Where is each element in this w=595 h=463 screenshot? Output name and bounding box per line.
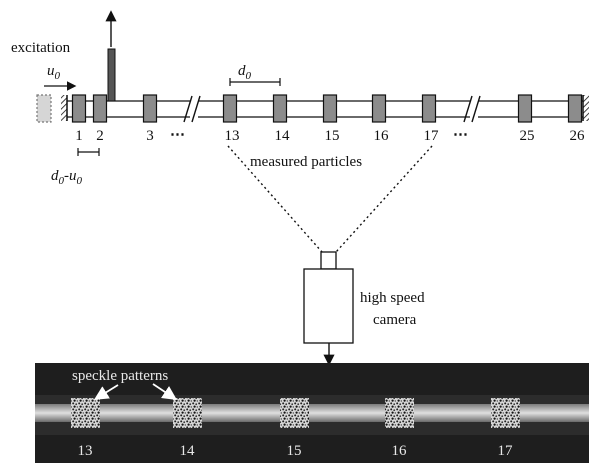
photo-particle-label-13: 13 [78, 443, 93, 459]
speckle-arrow-right [152, 383, 177, 400]
photo-particle-label-15: 15 [287, 443, 302, 459]
particles: 1 2 3 13 14 15 16 17 25 26 [71, 94, 586, 144]
right-wall [583, 95, 589, 121]
speckle-arrow-left [93, 384, 119, 400]
u0-label: u0 [47, 63, 61, 82]
camera-label-line2: camera [373, 312, 417, 328]
photo-particle-13 [71, 398, 100, 428]
d0-u0-bracket [77, 148, 100, 156]
d0-label: d0 [238, 63, 252, 82]
particle-16 [371, 94, 387, 123]
particle-1 [71, 94, 87, 123]
camera-lens [320, 251, 337, 270]
ellipsis-right: ⋯ [453, 127, 468, 143]
left-wall [61, 95, 67, 121]
particle-label-2: 2 [96, 128, 104, 144]
photo-particle-14 [173, 398, 202, 428]
break-mark-1 [183, 95, 201, 123]
photo-particle-16 [385, 398, 414, 428]
particle-15 [322, 94, 338, 123]
measured-dotted-left [227, 145, 323, 253]
camera-body [303, 268, 354, 344]
photo-particle-label-16: 16 [392, 443, 408, 459]
photo-particle-label-17: 17 [498, 443, 514, 459]
particle-17 [421, 94, 437, 123]
particle-13 [222, 94, 238, 123]
photo-particle-15 [280, 398, 309, 428]
particle-label-25: 25 [520, 128, 535, 144]
measured-particles-label: measured particles [250, 154, 362, 170]
particle-26 [567, 94, 583, 123]
particle-label-1: 1 [75, 128, 83, 144]
ellipsis-left: ⋯ [170, 127, 185, 143]
particle-label-17: 17 [424, 128, 440, 144]
measured-dotted-right [335, 145, 433, 253]
particle-2 [92, 94, 108, 123]
break-mark-2 [463, 95, 481, 123]
particle-3 [142, 94, 158, 123]
particle-initial-position [36, 94, 52, 123]
excitation-arm [107, 48, 116, 102]
particle-label-15: 15 [325, 128, 340, 144]
photo-particles: 13 14 15 16 17 [71, 398, 520, 459]
particle-14 [272, 94, 288, 123]
d0-bracket [229, 78, 281, 86]
particle-label-13: 13 [225, 128, 240, 144]
excitation-label: excitation [11, 40, 71, 56]
particle-label-14: 14 [275, 128, 291, 144]
particle-25 [517, 94, 533, 123]
particle-label-26: 26 [570, 128, 586, 144]
particle-label-3: 3 [146, 128, 154, 144]
particle-label-16: 16 [374, 128, 390, 144]
camera-label-line1: high speed [360, 290, 425, 306]
photo-particle-label-14: 14 [180, 443, 196, 459]
photo-particle-17 [491, 398, 520, 428]
speckle-patterns-label: speckle patterns [72, 368, 168, 384]
d0-u0-label: d0-u0 [51, 168, 83, 187]
